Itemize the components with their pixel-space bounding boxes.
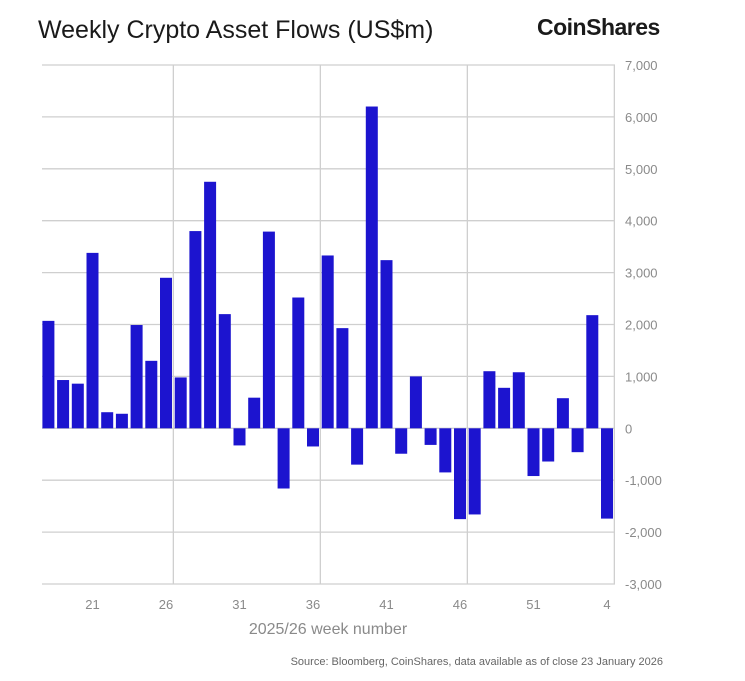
y-tick-label: -3,000 (625, 577, 662, 592)
bar-week-24 (130, 325, 143, 429)
bar-week-36 (307, 428, 319, 447)
y-tick-label: 2,000 (625, 318, 658, 333)
bar-week-44 (424, 428, 437, 445)
y-tick-label: 5,000 (625, 162, 658, 177)
chart-title: Weekly Crypto Asset Flows (US$m) (38, 16, 434, 44)
bar-week-28 (189, 231, 202, 429)
bar-week-41 (380, 260, 393, 429)
y-tick-label: 4,000 (625, 214, 658, 229)
bar-week-38 (336, 328, 349, 429)
bar-week-39 (351, 428, 364, 465)
x-tick-label: 41 (379, 597, 393, 612)
x-tick-label: 21 (85, 597, 99, 612)
y-tick-label: 3,000 (625, 266, 658, 281)
bar-week-43 (409, 376, 422, 429)
bar-week-1 (556, 398, 569, 429)
bar-week-47 (468, 428, 481, 515)
bar-week-48 (483, 371, 496, 429)
x-tick-label: 31 (232, 597, 246, 612)
bar-week-4 (601, 428, 613, 519)
bar-week-52 (542, 428, 555, 462)
coinshares-logo: CoinShares (537, 14, 660, 40)
x-tick-label: 4 (603, 597, 610, 612)
bar-week-46 (454, 428, 466, 520)
bar-week-23 (115, 413, 128, 429)
x-tick-label: 46 (453, 597, 467, 612)
bar-week-2 (571, 428, 584, 453)
bar-week-42 (395, 428, 408, 454)
bar-week-35 (292, 297, 305, 429)
y-tick-label: -1,000 (625, 473, 662, 488)
bar-week-26 (160, 277, 172, 429)
bar-week-50 (512, 372, 525, 429)
bar-week-51 (527, 428, 540, 477)
bar-week-29 (204, 181, 217, 429)
bar-week-33 (262, 231, 275, 429)
bar-week-37 (321, 255, 334, 429)
bar-week-22 (101, 412, 114, 429)
bar-week-34 (277, 428, 290, 489)
y-tick-label: -2,000 (625, 525, 662, 540)
bar-week-3 (586, 315, 599, 429)
bar-week-18 (42, 320, 55, 429)
y-tick-label: 7,000 (625, 58, 658, 73)
bar-week-25 (145, 360, 158, 429)
x-tick-label: 26 (159, 597, 173, 612)
y-tick-label: 0 (625, 421, 632, 436)
bar-week-21 (86, 252, 99, 429)
bar-week-31 (233, 428, 246, 446)
bar-week-40 (365, 106, 378, 429)
y-tick-label: 1,000 (625, 369, 658, 384)
x-tick-label: 51 (526, 597, 540, 612)
bar-week-45 (439, 428, 452, 473)
bar-week-19 (57, 380, 70, 429)
x-axis-label: 2025/26 week number (249, 621, 408, 638)
bar-week-32 (248, 397, 261, 429)
source-note: Source: Bloomberg, CoinShares, data avai… (290, 656, 663, 668)
x-tick-label: 36 (306, 597, 320, 612)
bar-week-49 (498, 387, 511, 429)
y-tick-label: 6,000 (625, 110, 658, 125)
bar-week-30 (218, 314, 231, 429)
bar-week-20 (71, 383, 84, 429)
bar-week-27 (174, 377, 187, 429)
